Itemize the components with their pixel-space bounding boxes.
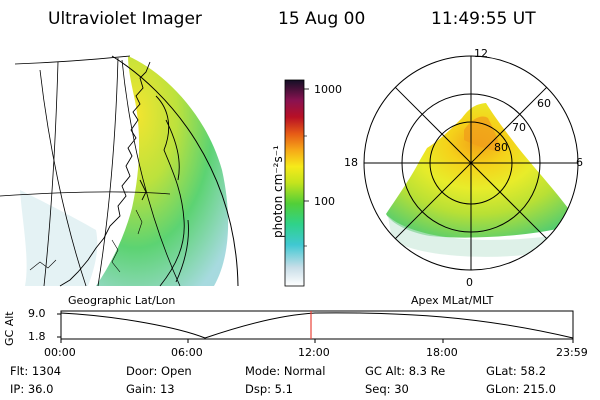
time-tick-1200: 12:00 (298, 346, 330, 359)
altitude-curve (60, 312, 574, 339)
polar-plot (363, 55, 579, 271)
mlat-label-80: 80 (494, 141, 508, 154)
info-glat: GLat: 58.2 (486, 364, 547, 378)
image-date: 15 Aug 00 (278, 9, 366, 29)
apex-caption: Apex MLat/MLT (411, 294, 494, 307)
info-dsp: Dsp: 5.1 (245, 382, 293, 396)
colorbar-tick-100: 100 (314, 195, 335, 208)
colorbar-gradient (284, 79, 305, 287)
altitude-plot (57, 310, 574, 343)
time-tick-0000: 00:00 (44, 346, 76, 359)
coastline (59, 61, 151, 287)
info-mode: Mode: Normal (245, 364, 326, 378)
earth-limb (111, 55, 239, 287)
info-gc-alt: GC Alt: 8.3 Re (365, 364, 446, 378)
alt-axis-label: GC Alt (3, 311, 16, 346)
info-seq: Seq: 30 (365, 382, 409, 396)
info-gain: Gain: 13 (126, 382, 175, 396)
time-tick-2359: 23:59 (556, 346, 588, 359)
info-ip: IP: 36.0 (10, 382, 54, 396)
image-time: 11:49:55 UT (431, 9, 536, 29)
time-axis-ticks (60, 339, 574, 343)
altitude-plot-frame (60, 310, 574, 340)
meridians (39, 57, 181, 287)
colorbar-tick-1000: 1000 (314, 83, 342, 96)
mlt-label-6: 6 (576, 156, 583, 169)
info-glon: GLon: 215.0 (486, 382, 556, 396)
mlt-label-18: 18 (344, 156, 358, 169)
mlt-label-0: 0 (466, 276, 473, 289)
mlat-label-70: 70 (512, 121, 526, 134)
alt-tick-1-8: 1.8 (28, 330, 46, 343)
geographic-emission-fringe (20, 190, 98, 286)
colorbar (284, 79, 309, 287)
geographic-auroral-emission (96, 56, 229, 286)
mlt-label-12: 12 (474, 47, 488, 60)
instrument-title: Ultraviolet Imager (48, 9, 202, 29)
time-tick-0600: 06:00 (171, 346, 203, 359)
geographic-caption: Geographic Lat/Lon (68, 294, 176, 307)
time-tick-1800: 18:00 (426, 346, 458, 359)
coastline-detail (29, 209, 143, 273)
latitude-circles (0, 55, 171, 197)
oval-speckle (388, 216, 560, 257)
geographic-map (0, 55, 239, 287)
polar-grid (363, 55, 579, 271)
info-flight: Flt: 1304 (10, 364, 62, 378)
coastline-islands (139, 95, 189, 287)
alt-tick-9: 9.0 (28, 307, 46, 320)
alt-axis-ticks (57, 313, 61, 338)
colorbar-unit-label: photon cm⁻²s⁻¹ (271, 145, 285, 238)
mlat-label-60: 60 (537, 97, 551, 110)
info-door: Door: Open (126, 364, 192, 378)
